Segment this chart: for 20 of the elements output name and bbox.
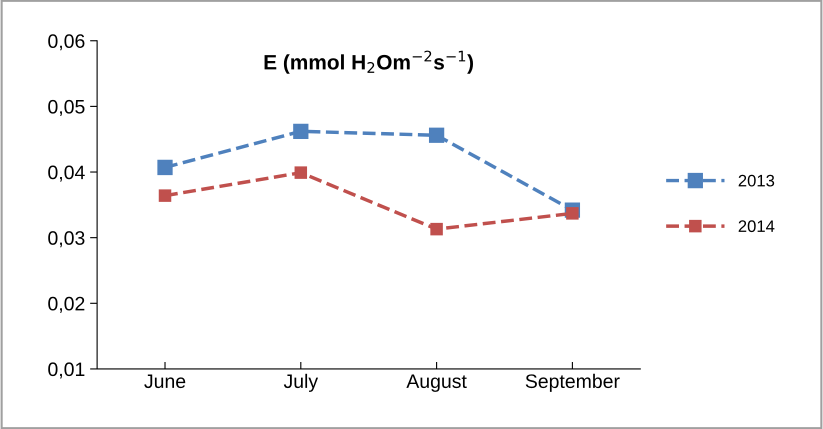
legend-label: 2014 <box>738 220 774 232</box>
point <box>294 166 308 179</box>
point <box>428 128 444 143</box>
point <box>293 124 308 139</box>
point <box>430 222 443 236</box>
y-tick-label: 0,02 <box>48 296 84 313</box>
x-tick-label: June <box>144 374 186 388</box>
x-tick-label: July <box>284 374 318 392</box>
y-tick-label: 0,01 <box>48 362 84 378</box>
x-tick-label: September <box>526 374 620 392</box>
x-tick-label: August <box>406 374 467 392</box>
y-tick-label: 0,05 <box>48 100 84 116</box>
y-tick-label: 0,06 <box>48 34 84 50</box>
point <box>566 207 579 220</box>
text: E (mmol H$_{2}$Om$^{−2}$s$^{−1}$) <box>264 50 473 74</box>
y-tick-label: 0,03 <box>48 231 84 248</box>
point <box>158 189 172 202</box>
point <box>157 160 173 176</box>
y-tick-label: 0,04 <box>48 165 85 182</box>
legend-label: 2013 <box>738 174 774 187</box>
